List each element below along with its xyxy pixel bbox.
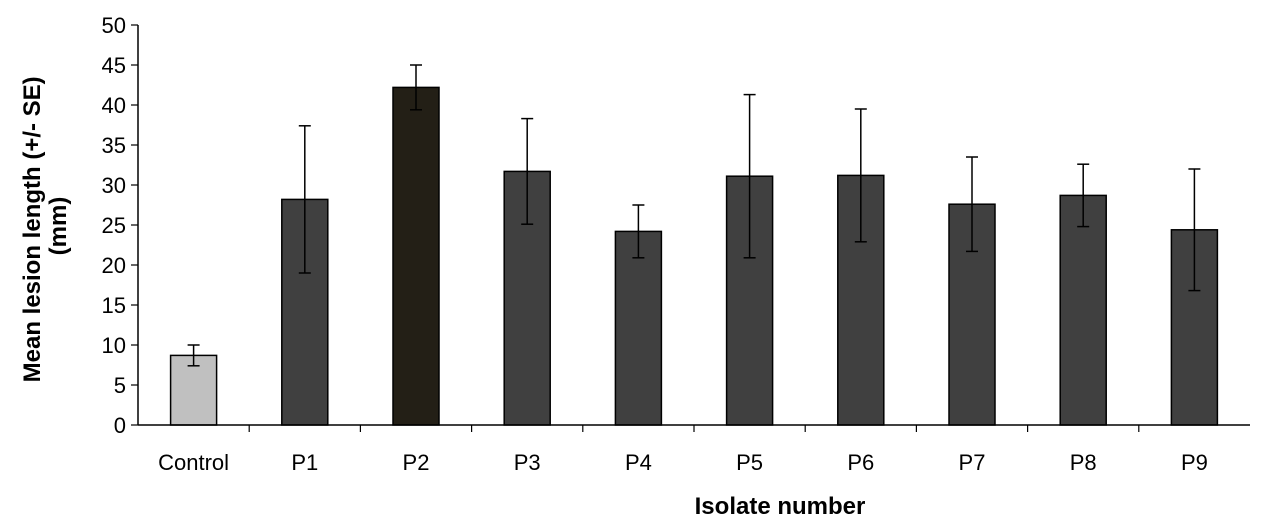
y-tick-label: 35 [102, 133, 126, 158]
bar-p8 [1059, 194, 1107, 426]
error-bar-p6 [854, 108, 867, 243]
y-tick-label: 50 [102, 13, 126, 38]
y-axis-title-line-1: Mean lesion length (+/- SE) [19, 76, 46, 382]
error-bar-p1 [298, 125, 311, 274]
bar-p2 [392, 86, 440, 426]
error-bars [187, 64, 1201, 367]
y-tick-label: 40 [102, 93, 126, 118]
x-axis-title: Isolate number [695, 493, 866, 520]
x-tick-label-p8: P8 [1070, 450, 1097, 475]
y-axis-title: Mean lesion length (+/- SE) (mm) [19, 70, 72, 383]
y-tick-label: 20 [102, 253, 126, 278]
error-bar-p9 [1188, 168, 1201, 292]
x-tick-label-control: Control [158, 450, 229, 475]
error-bar-p8 [1077, 163, 1090, 228]
error-bar-p7 [966, 156, 978, 253]
bar-p4 [614, 230, 663, 426]
error-bar-p3 [521, 117, 534, 225]
x-axis-ticks: Control P1 P2 P3 P4 P5 P6 P7 P8 P9 [158, 425, 1208, 475]
error-bar-control [187, 344, 200, 367]
error-bar-p5 [743, 93, 756, 259]
y-axis-title-line-2: (mm) [45, 197, 72, 256]
error-bar-p2 [410, 64, 422, 111]
error-bar-p4 [632, 204, 645, 259]
x-tick-label-p7: P7 [959, 450, 986, 475]
y-axis-ticks: 0 5 10 15 20 25 30 35 40 45 50 [102, 13, 138, 438]
y-tick-label: 25 [102, 213, 126, 238]
y-tick-label: 45 [102, 53, 126, 78]
y-tick-label: 15 [102, 293, 126, 318]
x-tick-label-p6: P6 [847, 450, 874, 475]
x-tick-label-p5: P5 [736, 450, 763, 475]
bars [169, 86, 1219, 426]
x-tick-label-p2: P2 [403, 450, 430, 475]
bar-control [169, 354, 218, 426]
y-tick-label: 5 [114, 373, 126, 398]
x-tick-label-p3: P3 [514, 450, 541, 475]
y-tick-label: 0 [114, 413, 126, 438]
x-tick-label-p1: P1 [291, 450, 318, 475]
x-tick-label-p4: P4 [625, 450, 652, 475]
x-tick-label-p9: P9 [1181, 450, 1208, 475]
y-tick-label: 10 [102, 333, 126, 358]
y-tick-label: 30 [102, 173, 126, 198]
